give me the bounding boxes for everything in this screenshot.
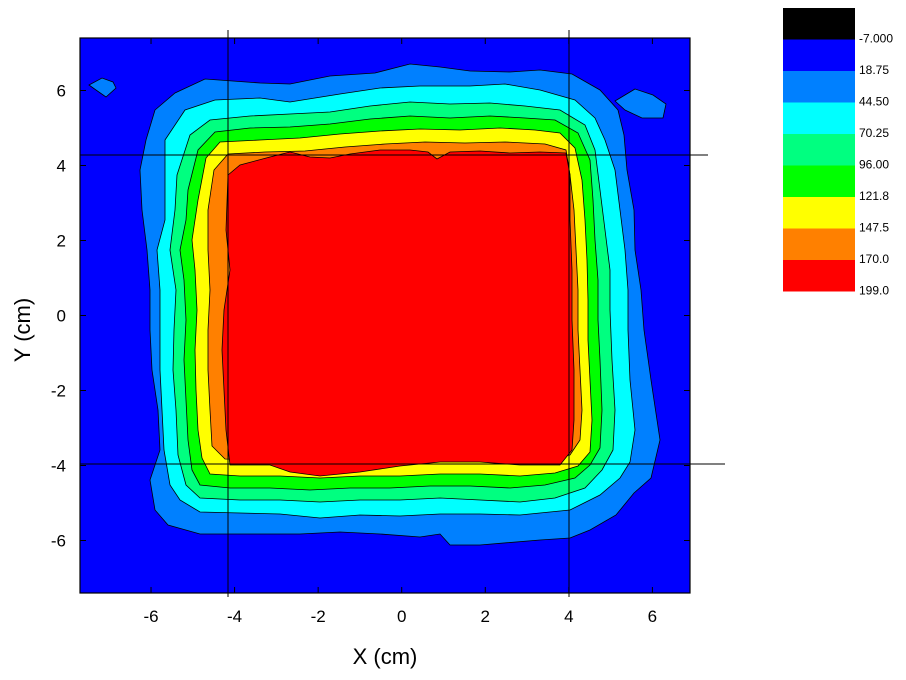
legend-label: -7.000 xyxy=(859,32,893,46)
y-axis: -6 -4 -2 0 2 4 6 xyxy=(51,82,690,551)
legend-swatch xyxy=(783,8,855,40)
y-tick-label: -6 xyxy=(51,532,66,551)
y-tick-label: -2 xyxy=(51,382,66,401)
contour-island-top-right xyxy=(614,88,667,119)
y-tick-label: 4 xyxy=(57,157,66,176)
y-tick-label: 0 xyxy=(57,307,66,326)
legend-label: 170.0 xyxy=(859,252,889,266)
x-axis-title: X (cm) xyxy=(353,644,418,669)
x-tick-label: 6 xyxy=(648,607,657,626)
reference-lines xyxy=(80,30,725,597)
legend-label: 70.25 xyxy=(859,126,889,140)
legend-swatch xyxy=(783,134,855,166)
x-tick-label: -2 xyxy=(311,607,326,626)
legend-swatch xyxy=(783,71,855,103)
legend-label: 18.75 xyxy=(859,63,889,77)
legend-swatch xyxy=(783,102,855,134)
legend-label: 96.00 xyxy=(859,158,889,172)
legend-label: 121.8 xyxy=(859,189,889,203)
legend-label: 147.5 xyxy=(859,221,889,235)
color-legend: -7.000 18.75 44.50 70.25 96.00 121.8 147.5 170.… xyxy=(783,8,893,298)
legend-label: 199.0 xyxy=(859,284,889,298)
legend-swatch xyxy=(783,228,855,260)
x-tick-label: 2 xyxy=(481,607,490,626)
legend-swatch xyxy=(783,260,855,292)
contour-island-top-left xyxy=(88,77,117,98)
y-axis-title: Y (cm) xyxy=(10,298,35,362)
x-tick-label: 0 xyxy=(397,607,406,626)
legend-label: 44.50 xyxy=(859,95,889,109)
x-tick-label: -4 xyxy=(227,607,242,626)
y-tick-label: 6 xyxy=(57,82,66,101)
x-tick-label: -6 xyxy=(143,607,158,626)
y-tick-label: -4 xyxy=(51,457,66,476)
contour-level-199-0 xyxy=(221,149,575,477)
x-tick-label: 4 xyxy=(564,607,573,626)
x-axis: -6 -4 -2 0 2 4 6 xyxy=(143,38,657,626)
legend-swatch xyxy=(783,39,855,71)
legend-swatch xyxy=(783,197,855,229)
legend-swatch xyxy=(783,165,855,197)
contour-fills xyxy=(88,63,667,546)
y-tick-label: 2 xyxy=(57,232,66,251)
